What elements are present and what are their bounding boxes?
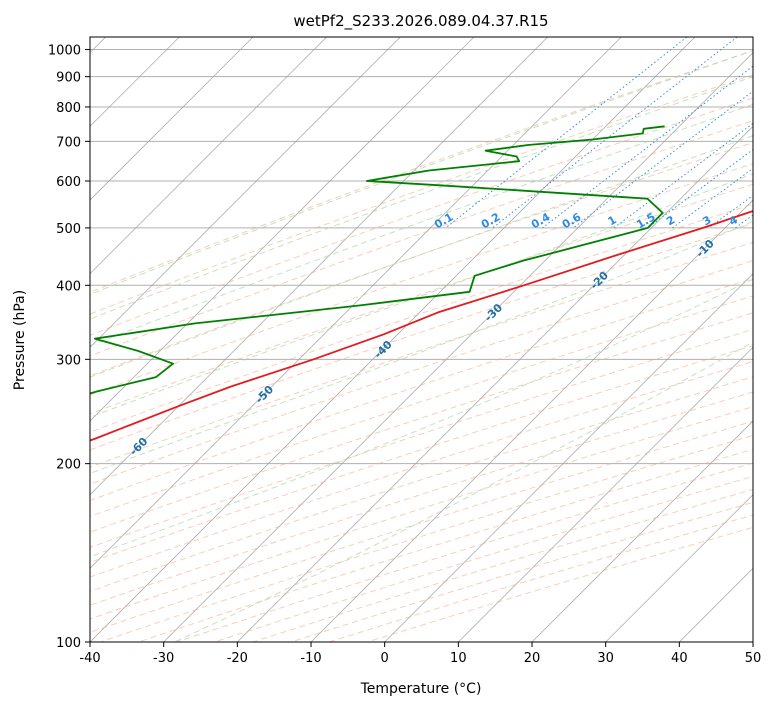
dry-adiabat-line xyxy=(90,74,753,315)
temperature-profile-line xyxy=(90,210,753,442)
dry-adiabat-line xyxy=(290,501,753,642)
x-tick-label: -30 xyxy=(153,651,174,666)
isotherm-label: -10 xyxy=(694,237,717,260)
isotherm-label: -70 xyxy=(6,482,29,505)
y-axis-label: Pressure (hPa) xyxy=(12,290,28,390)
dewpoint-profile-line xyxy=(90,125,665,395)
isotherm-label: -50 xyxy=(253,383,276,406)
dry-adiabat-line xyxy=(90,312,753,533)
dry-adiabat-line xyxy=(90,260,753,485)
x-tick-label: 10 xyxy=(450,651,467,666)
dry-adiabat-line xyxy=(90,222,753,451)
x-axis-label: Temperature (°C) xyxy=(360,681,482,697)
isotherm-line xyxy=(679,567,753,642)
x-tick-label: 30 xyxy=(597,651,614,666)
mixing-ratio-line xyxy=(672,167,753,229)
x-tick-label: -40 xyxy=(79,651,100,666)
mixing-ratio-line xyxy=(542,65,753,229)
dry-adiabat-line xyxy=(100,434,753,642)
dry-adiabat-line xyxy=(367,526,753,642)
y-axis: 1000 900 800 700 600 500 400 300 200 100 xyxy=(48,44,90,651)
moist-adiabat-line xyxy=(90,220,753,474)
isotherm-line xyxy=(237,125,753,642)
background-lines xyxy=(90,37,753,642)
mixing-ratio-label: 2 xyxy=(664,213,677,228)
y-tick-label: 500 xyxy=(56,222,81,237)
x-tick-label: -10 xyxy=(300,651,321,666)
mixing-ratio-label: 1 xyxy=(606,213,619,228)
mixing-ratio-line xyxy=(734,214,753,229)
dry-adiabat-line xyxy=(90,163,753,396)
y-tick-label: 100 xyxy=(56,636,81,651)
plot-frame xyxy=(89,36,754,643)
x-tick-label: 50 xyxy=(745,651,762,666)
dry-adiabat-line xyxy=(90,203,753,433)
isotherm-line xyxy=(752,641,753,642)
isotherm-line xyxy=(605,494,753,642)
isotherm-line xyxy=(310,199,753,642)
isotherm-line xyxy=(90,37,254,201)
y-tick-label: 300 xyxy=(56,353,81,368)
dry-adiabat-line xyxy=(90,141,753,377)
y-tick-label: 700 xyxy=(56,135,81,150)
mixing-ratio-line xyxy=(445,37,688,229)
isotherm-label: -30 xyxy=(482,301,505,324)
mixing-ratio-label: 6 xyxy=(766,213,775,228)
isotherm-line xyxy=(90,37,696,642)
isotherm-line xyxy=(458,346,753,642)
series-lines xyxy=(90,125,753,442)
isotherm-line xyxy=(90,37,327,275)
y-tick-label: 800 xyxy=(56,101,81,116)
y-tick-label: 400 xyxy=(56,279,81,294)
y-tick-label: 1000 xyxy=(48,44,81,59)
dry-adiabat-line xyxy=(214,475,753,642)
dry-adiabat-line xyxy=(90,360,753,578)
isotherm-label: -40 xyxy=(372,338,395,361)
dry-adiabat-line xyxy=(90,278,753,502)
dry-adiabat-line xyxy=(90,391,753,606)
isotherm-label: -60 xyxy=(127,435,150,458)
isotherm-line xyxy=(163,52,753,642)
isotherm-line xyxy=(90,37,622,569)
moist-adiabat-line xyxy=(90,76,753,320)
isotherm-line xyxy=(90,37,548,496)
mixing-ratio-line xyxy=(613,122,753,229)
isotherm-line xyxy=(90,37,475,422)
dry-adiabat-line xyxy=(90,50,753,293)
mixing-ratio-line xyxy=(492,37,738,229)
isotherm-line xyxy=(384,273,753,642)
x-tick-label: -20 xyxy=(227,651,248,666)
y-tick-label: 200 xyxy=(56,458,81,473)
y-tick-label: 900 xyxy=(56,71,81,86)
isotherm-line xyxy=(90,37,401,348)
dry-adiabat-line xyxy=(90,420,753,633)
x-tick-label: 20 xyxy=(524,651,541,666)
x-axis: -40 -30 -20 -10 0 10 20 30 40 50 xyxy=(79,642,761,666)
moist-adiabat-line xyxy=(90,135,753,378)
dry-adiabat-line xyxy=(90,328,753,548)
moist-adiabat-line xyxy=(90,173,753,418)
moist-adiabat-line xyxy=(173,341,753,642)
isotherm-line xyxy=(531,420,753,642)
line-labels: -100-90-80-70-60-50-40-30-20-10010203040… xyxy=(6,210,775,505)
chart-title: wetPf2_S233.2026.089.04.37.R15 xyxy=(293,12,548,31)
x-tick-label: 0 xyxy=(381,651,389,666)
dry-adiabat-line xyxy=(328,514,753,642)
dry-adiabat-line xyxy=(90,97,753,336)
x-tick-label: 40 xyxy=(671,651,688,666)
y-tick-label: 600 xyxy=(56,175,81,190)
